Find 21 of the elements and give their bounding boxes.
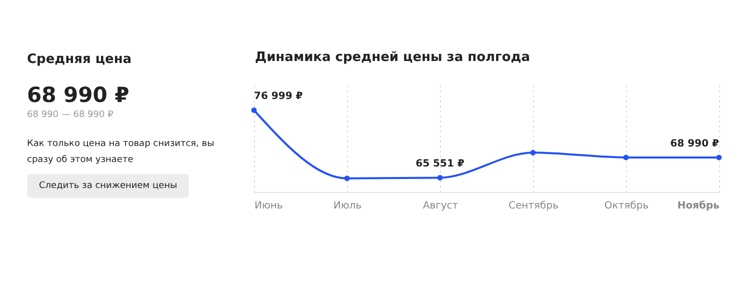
annotation: Как только цена на товар снизится, вы сразу об этом узнаете	[27, 138, 216, 167]
text: Средняя цена	[27, 52, 133, 67]
text: 68 990 ₽	[27, 83, 130, 107]
data-label: 76 999 ₽	[254, 91, 303, 102]
chart-title: Динамика средней цены за полгода	[255, 50, 532, 65]
x-tick-label: Ноябрь	[677, 200, 720, 212]
button: Следить за снижением цены	[27, 174, 190, 198]
point	[530, 150, 536, 156]
point	[344, 176, 350, 182]
x-tick-label: Сентябрь	[508, 200, 559, 212]
point	[251, 107, 257, 113]
x-tick-label: Июль	[333, 200, 362, 212]
data-label: 65 551 ₽	[416, 158, 464, 170]
data-label: 68 990 ₽	[670, 138, 720, 150]
point	[437, 174, 443, 180]
x-tick-label: Август	[422, 200, 458, 212]
x-tick-label: Октябрь	[604, 200, 649, 212]
text: 68 990 — 68 990 ₽	[27, 110, 114, 120]
x-tick-label: Июнь	[254, 200, 283, 212]
point	[716, 154, 722, 160]
point	[623, 154, 629, 160]
